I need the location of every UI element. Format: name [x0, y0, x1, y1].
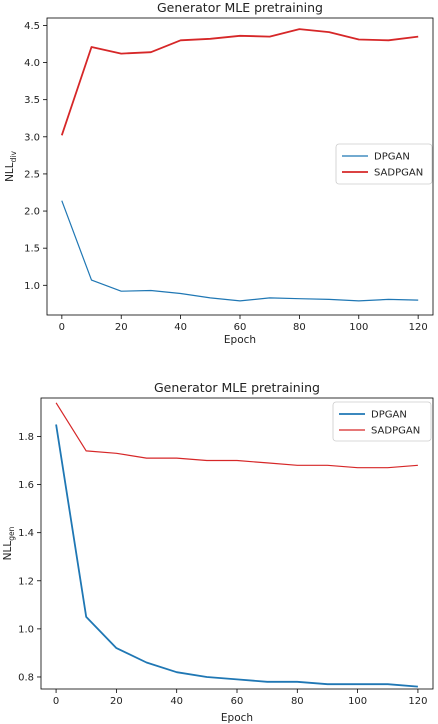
x-tick-label: 20: [110, 696, 123, 707]
x-tick-label: 40: [170, 696, 183, 707]
y-axis-label: NLLgen: [2, 526, 16, 560]
y-tick-label: 1.0: [18, 624, 34, 635]
x-tick-label: 120: [408, 696, 427, 707]
legend-label-sadpgan: SADPGAN: [371, 426, 420, 437]
legend-label-sadpgan: SADPGAN: [374, 168, 423, 179]
x-tick-label: 120: [409, 322, 428, 333]
series-line-dpgan: [55, 424, 418, 688]
legend-box: [335, 143, 433, 185]
y-tick-label: 1.2: [18, 576, 34, 587]
y-tick-label: 3.5: [24, 95, 40, 106]
x-tick-label: 0: [53, 696, 59, 707]
y-tick-label: 1.8: [18, 432, 34, 443]
chart-title: Generator MLE pretraining: [154, 380, 320, 395]
x-tick-label: 20: [115, 322, 128, 333]
x-tick-label: 80: [291, 696, 304, 707]
y-tick-label: 4.5: [24, 21, 40, 32]
legend-label-dpgan: DPGAN: [371, 410, 407, 421]
x-tick-label: 60: [234, 322, 247, 333]
series-line-sadpgan: [60, 28, 419, 136]
legend: DPGAN SADPGAN: [335, 143, 433, 185]
y-tick-label: 2.5: [24, 169, 40, 180]
x-axis-label: Epoch: [224, 334, 256, 346]
series-line-dpgan: [61, 200, 419, 302]
x-tick-label: 100: [349, 322, 368, 333]
series-line-sadpgan: [55, 402, 418, 469]
y-tick-label: 1.6: [18, 480, 34, 491]
y-tick-label: 1.0: [24, 281, 40, 292]
y-tick-label: 0.8: [18, 672, 34, 683]
y-tick-label: 3.0: [24, 132, 40, 143]
x-tick-label: 60: [231, 696, 244, 707]
x-tick-label: 80: [293, 322, 306, 333]
chart-title: Generator MLE pretraining: [157, 0, 323, 15]
y-tick-label: 1.5: [24, 244, 40, 255]
legend: DPGAN SADPGAN: [332, 401, 432, 442]
y-tick-label: 4.0: [24, 58, 40, 69]
x-tick-label: 40: [174, 322, 187, 333]
x-tick-label: 100: [348, 696, 367, 707]
x-tick-label: 0: [59, 322, 65, 333]
chart-1: Generator MLE pretraining 0 20 40 60 80 100 120…: [4, 0, 434, 346]
legend-label-dpgan: DPGAN: [374, 152, 410, 163]
y-axis-label: NLLdiv: [4, 151, 18, 182]
x-axis-label: Epoch: [221, 712, 253, 724]
legend-box: [332, 401, 432, 442]
y-tick-label: 2.0: [24, 207, 40, 218]
y-tick-label: 1.4: [18, 528, 34, 539]
plot-frame: [40, 397, 434, 690]
chart-2: Generator MLE pretraining 0 20 40 60 80 100 120…: [2, 380, 434, 724]
